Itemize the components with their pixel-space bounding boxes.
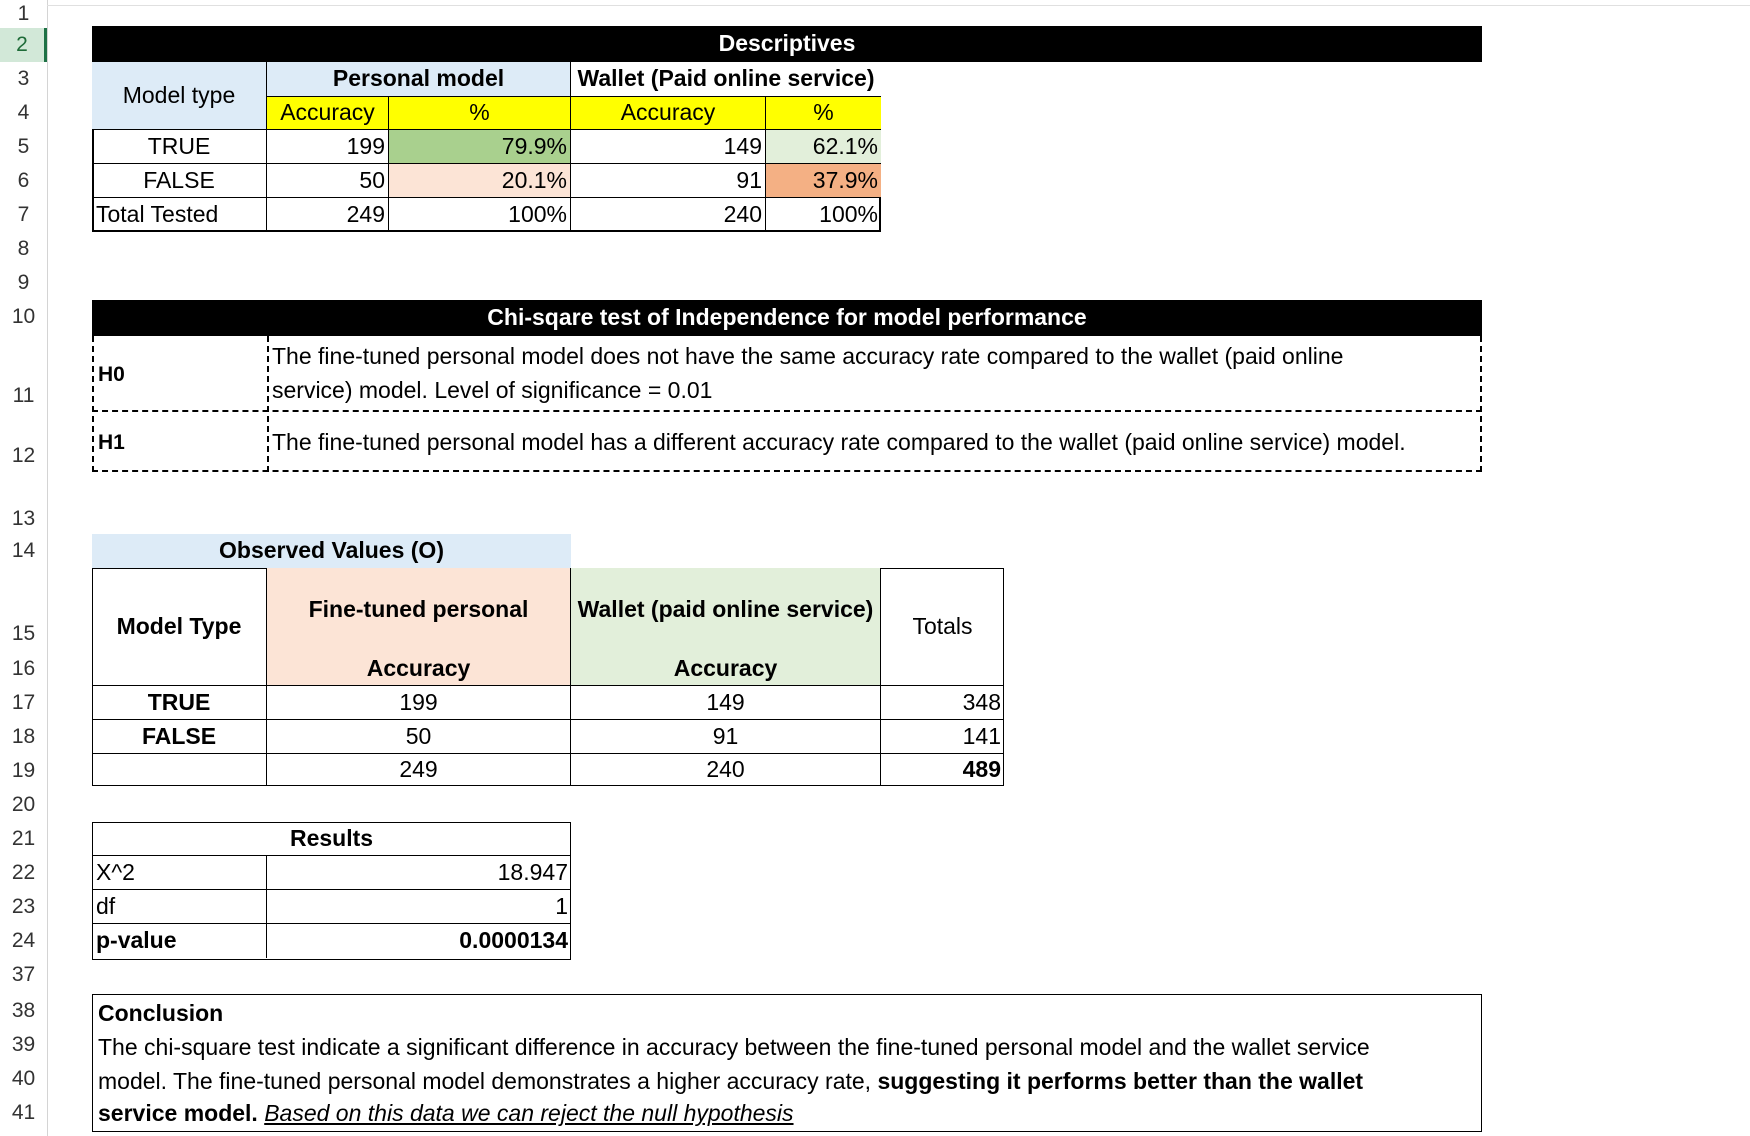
row-number[interactable]: 1 [17,2,30,25]
conclusion-line1[interactable]: The chi-square test indicate a significa… [98,1034,1370,1060]
row-number[interactable]: 18 [11,725,36,748]
observed-personal-header[interactable]: Fine-tuned personal [267,568,571,652]
conclusion-line2-plain: model. The fine-tuned personal model dem… [98,1068,878,1094]
row-number[interactable]: 21 [11,827,36,850]
results-value[interactable]: 1 [267,890,571,924]
row-number[interactable]: 39 [11,1033,36,1056]
observed-row-label[interactable]: TRUE [92,686,267,720]
row-number[interactable]: 6 [17,169,30,192]
wallet-accuracy-header[interactable]: Accuracy [571,96,766,130]
conclusion-line2-bold: suggesting it performs better than the w… [877,1068,1364,1094]
conclusion-line3-underline: Based on this data we can reject the nul… [264,1100,794,1126]
results-label[interactable]: df [92,890,267,924]
descriptives-title: Descriptives [92,26,1482,62]
row-number[interactable]: 24 [11,929,36,952]
desc-wallet-accuracy[interactable]: 91 [571,164,766,198]
row-number[interactable]: 20 [11,793,36,816]
row-number[interactable]: 40 [11,1067,36,1090]
h1-label[interactable]: H1 [98,431,125,454]
desc-row-label[interactable]: FALSE [92,164,267,198]
desc-personal-accuracy[interactable]: 50 [267,164,389,198]
row-number[interactable]: 14 [11,539,36,562]
row-number[interactable]: 37 [11,963,36,986]
desc-row-label[interactable]: TRUE [92,130,267,164]
row-number[interactable]: 19 [11,759,36,782]
h0-line2[interactable]: service) model. Level of significance = … [272,377,713,403]
conclusion-box [92,994,1482,1132]
hypotheses-box [92,336,1482,472]
desc-personal-accuracy[interactable]: 199 [267,130,389,164]
wallet-percent-header[interactable]: % [766,96,881,130]
row-number[interactable]: 17 [11,691,36,714]
observed-title[interactable]: Observed Values (O) [92,534,571,568]
h1-text[interactable]: The fine-tuned personal model has a diff… [272,429,1406,455]
desc-personal-percent[interactable]: 79.9% [389,130,571,164]
observed-wallet-value[interactable]: 91 [571,720,881,754]
row-number[interactable]: 22 [11,861,36,884]
row-number[interactable]: 41 [11,1101,36,1124]
row-number[interactable]: 5 [17,135,30,158]
row-number[interactable]: 11 [12,384,35,407]
row-number[interactable]: 15 [11,622,36,645]
row-number[interactable]: 38 [11,999,36,1022]
column-header-strip [47,0,1750,6]
observed-model-type-header[interactable]: Model Type [92,568,267,686]
p-value-label[interactable]: p-value [92,924,267,958]
results-value[interactable]: 18.947 [267,856,571,890]
observed-personal-value[interactable]: 199 [267,686,571,720]
desc-personal-percent[interactable]: 20.1% [389,164,571,198]
row-number-selected[interactable]: 2 [0,28,47,62]
observed-wallet-value[interactable]: 240 [571,754,881,786]
observed-wallet-accuracy-header[interactable]: Accuracy [571,652,881,686]
row-number[interactable]: 9 [17,271,30,294]
observed-totals-header[interactable]: Totals [881,568,1004,686]
conclusion-title[interactable]: Conclusion [98,1000,224,1026]
observed-row-label[interactable] [92,754,267,786]
desc-wallet-accuracy[interactable]: 149 [571,130,766,164]
observed-row-label[interactable]: FALSE [92,720,267,754]
conclusion-line3-bold: service model. [98,1100,258,1126]
observed-personal-value[interactable]: 249 [267,754,571,786]
personal-accuracy-header[interactable]: Accuracy [267,96,389,130]
hypotheses-row-divider [92,410,1482,412]
chi-test-title: Chi-sqare test of Independence for model… [92,300,1482,336]
row-number[interactable]: 7 [17,203,30,226]
row-number[interactable]: 4 [17,101,30,124]
row-number[interactable]: 13 [11,507,36,530]
results-table [92,822,571,960]
results-title[interactable]: Results [92,822,571,856]
observed-wallet-header[interactable]: Wallet (paid online service) [571,568,881,652]
personal-percent-header[interactable]: % [389,96,571,130]
row-number[interactable]: 12 [11,444,36,467]
desc-wallet-percent[interactable]: 100% [819,201,878,228]
personal-model-header[interactable]: Personal model [267,62,571,96]
observed-wallet-value[interactable]: 149 [571,686,881,720]
desc-wallet-percent[interactable]: 37.9% [766,164,881,198]
observed-total-value[interactable]: 141 [881,720,1004,754]
desc-wallet-percent[interactable]: 62.1% [766,130,881,164]
row-number[interactable]: 8 [17,237,30,260]
desc-personal-percent[interactable]: 100% [389,198,571,232]
hypotheses-divider [267,336,269,472]
row-number[interactable]: 23 [11,895,36,918]
wallet-header[interactable]: Wallet (Paid online service) [571,62,881,96]
row-number[interactable]: 16 [11,657,36,680]
row-header-column [0,0,48,1136]
h0-line1[interactable]: The fine-tuned personal model does not h… [272,343,1344,369]
desc-personal-accuracy[interactable]: 249 [267,198,389,232]
conclusion-line2[interactable]: model. The fine-tuned personal model dem… [94,1068,1474,1098]
observed-total-value[interactable]: 348 [881,686,1004,720]
desc-wallet-accuracy[interactable]: 240 [571,198,766,232]
desc-row-label[interactable]: Total Tested [92,198,267,232]
observed-personal-value[interactable]: 50 [267,720,571,754]
p-value-value[interactable]: 0.0000134 [459,927,568,954]
conclusion-line3[interactable]: service model. Based on this data we can… [94,1100,1474,1130]
row-number[interactable]: 10 [11,305,36,328]
h0-label[interactable]: H0 [98,363,125,386]
observed-personal-accuracy-header[interactable]: Accuracy [267,652,571,686]
model-type-header[interactable]: Model type [92,62,267,130]
results-label[interactable]: X^2 [92,856,267,890]
observed-grand-total[interactable]: 489 [962,756,1001,783]
row-number[interactable]: 3 [17,67,30,90]
